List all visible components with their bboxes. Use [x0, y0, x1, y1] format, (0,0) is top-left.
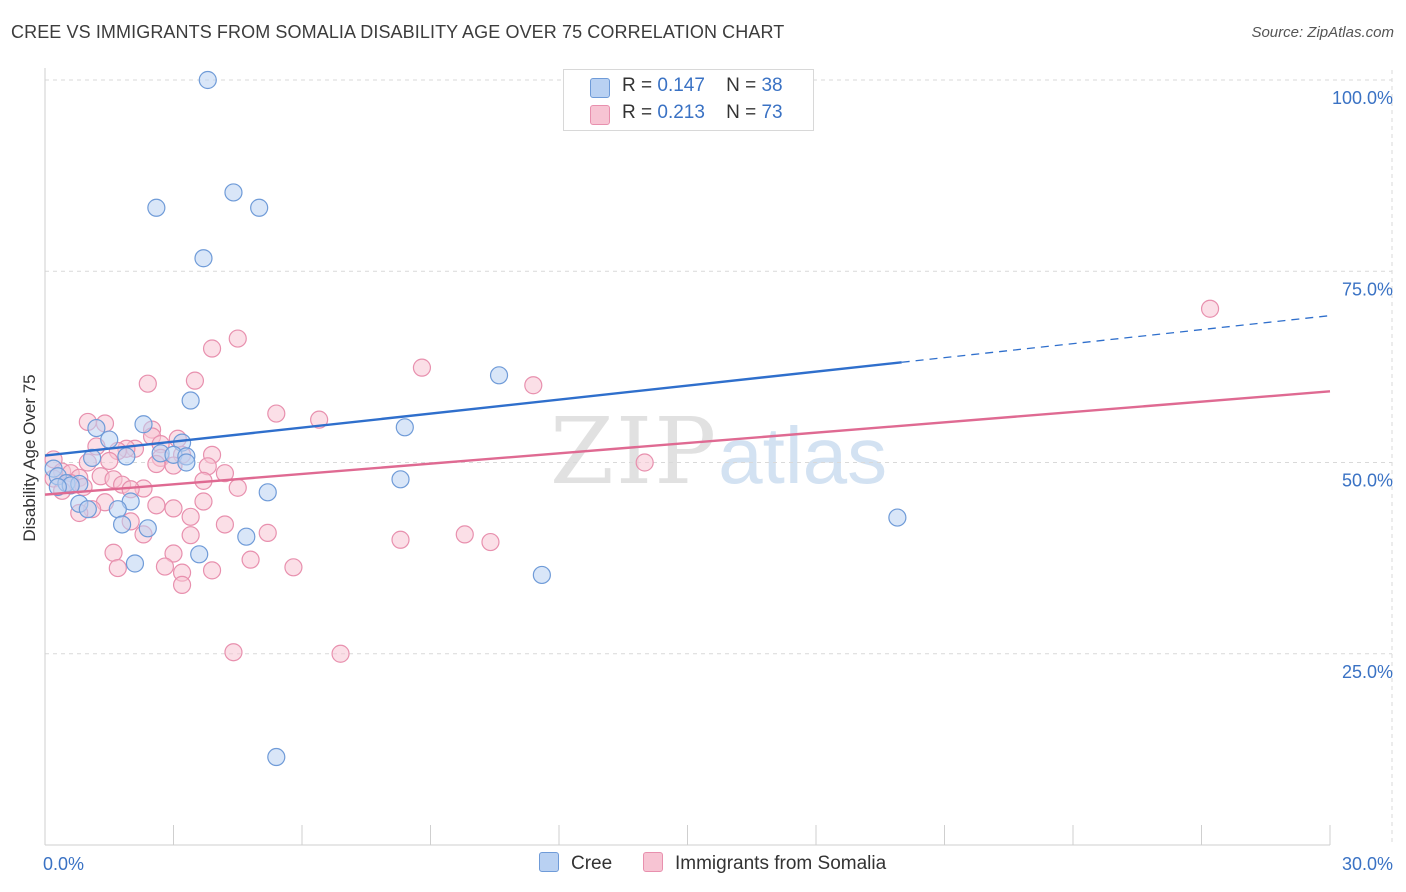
watermark-atlas: atlas — [718, 411, 888, 500]
cree-point — [147, 198, 166, 217]
somalia-point — [147, 496, 166, 515]
cree-point — [108, 500, 127, 519]
somalia-trend-line — [44, 390, 1331, 496]
somalia-point — [228, 478, 247, 497]
somalia-point — [267, 404, 286, 423]
data-points — [44, 70, 1220, 767]
somalia-point — [524, 376, 543, 395]
somalia-point — [635, 453, 654, 472]
cree-point — [138, 519, 157, 538]
x-tick-label-max: 30.0% — [1342, 854, 1393, 874]
somalia-point — [181, 507, 200, 526]
cree-point — [237, 527, 256, 546]
somalia-point — [155, 557, 175, 576]
cree-point — [177, 453, 196, 472]
somalia-point — [194, 492, 213, 511]
somalia-n-value: 73 — [761, 102, 783, 123]
somalia-point — [224, 643, 243, 662]
cree-point — [532, 565, 551, 585]
y-tick-label: 50.0% — [1342, 471, 1393, 491]
cree-trend-line — [44, 361, 902, 457]
r-label: R = — [622, 75, 653, 96]
y-axis-label: Disability Age Over 75 — [20, 374, 39, 541]
y-tick-label: 100.0% — [1332, 88, 1393, 108]
cree-point — [134, 415, 153, 434]
cree-point — [194, 249, 213, 268]
somalia-swatch — [590, 105, 610, 125]
somalia-point — [455, 525, 474, 544]
n-label: N = — [726, 75, 757, 96]
somalia-point — [108, 558, 127, 578]
bottom-legend-cree[interactable]: Cree — [539, 852, 612, 875]
x-tick-label-min: 0.0% — [43, 854, 84, 874]
cree-point — [181, 391, 200, 410]
somalia-point — [391, 530, 410, 549]
cree-point — [198, 70, 217, 90]
y-tick-label: 25.0% — [1342, 662, 1393, 682]
cree-point — [78, 500, 97, 519]
cree-point — [125, 554, 145, 573]
chart-title: CREE VS IMMIGRANTS FROM SOMALIA DISABILI… — [11, 22, 785, 42]
somalia-point — [202, 339, 222, 358]
somalia-point — [1200, 299, 1220, 318]
cree-point — [117, 447, 136, 466]
somalia-point — [100, 451, 119, 471]
legend-stats-somalia: R = 0.213 N = 73 — [622, 102, 783, 124]
somalia-point — [258, 523, 277, 542]
cree-r-value: 0.147 — [657, 75, 705, 96]
correlation-legend: R = 0.147 N = 38 R = 0.213 N = 73 — [563, 69, 814, 131]
cree-point — [224, 183, 243, 202]
somalia-point — [181, 526, 200, 545]
y-tick-label: 75.0% — [1342, 279, 1393, 299]
legend-stats-cree: R = 0.147 N = 38 — [622, 75, 783, 97]
cree-point — [190, 545, 209, 564]
somalia-legend-label: Immigrants from Somalia — [675, 853, 887, 874]
cree-point — [112, 515, 132, 534]
cree-legend-label: Cree — [571, 853, 613, 874]
cree-point — [48, 477, 67, 497]
trend-lines — [44, 314, 1331, 496]
cree-point — [258, 483, 277, 502]
somalia-point — [164, 499, 183, 518]
somalia-point — [310, 410, 329, 429]
cree-point — [391, 470, 410, 489]
cree-point — [395, 418, 414, 437]
n-label: N = — [726, 102, 757, 123]
somalia-point — [215, 515, 234, 534]
cree-point — [87, 418, 106, 438]
somalia-point — [172, 575, 192, 595]
bottom-legend-somalia[interactable]: Immigrants from Somalia — [643, 852, 886, 875]
somalia-point — [241, 550, 260, 569]
somalia-point — [284, 558, 303, 577]
cree-n-value: 38 — [761, 75, 783, 96]
somalia-point — [202, 561, 222, 580]
somalia-point — [228, 329, 247, 348]
cree-point — [100, 430, 119, 449]
grid — [45, 70, 1393, 845]
somalia-r-value: 0.213 — [657, 102, 705, 123]
cree-point — [888, 508, 907, 527]
somalia-point — [412, 358, 432, 377]
cree-point — [250, 198, 269, 217]
somalia-point — [138, 374, 157, 393]
cree-point — [267, 747, 286, 767]
cree-swatch — [590, 78, 610, 98]
cree-trend-extension — [901, 314, 1331, 363]
somalia-point — [331, 644, 350, 663]
axis-labels: 25.0% 50.0% 75.0% 100.0% 0.0% 30.0% Disability… — [20, 88, 1393, 874]
somalia-legend-swatch — [643, 852, 663, 872]
somalia-point — [185, 371, 205, 390]
somalia-point — [164, 544, 183, 563]
somalia-point — [104, 543, 123, 562]
somalia-point — [215, 464, 234, 483]
source-credit: Source: ZipAtlas.com — [1251, 24, 1394, 41]
cree-legend-swatch — [539, 852, 559, 872]
r-label: R = — [622, 102, 653, 123]
cree-point — [489, 366, 509, 385]
somalia-point — [481, 532, 500, 552]
